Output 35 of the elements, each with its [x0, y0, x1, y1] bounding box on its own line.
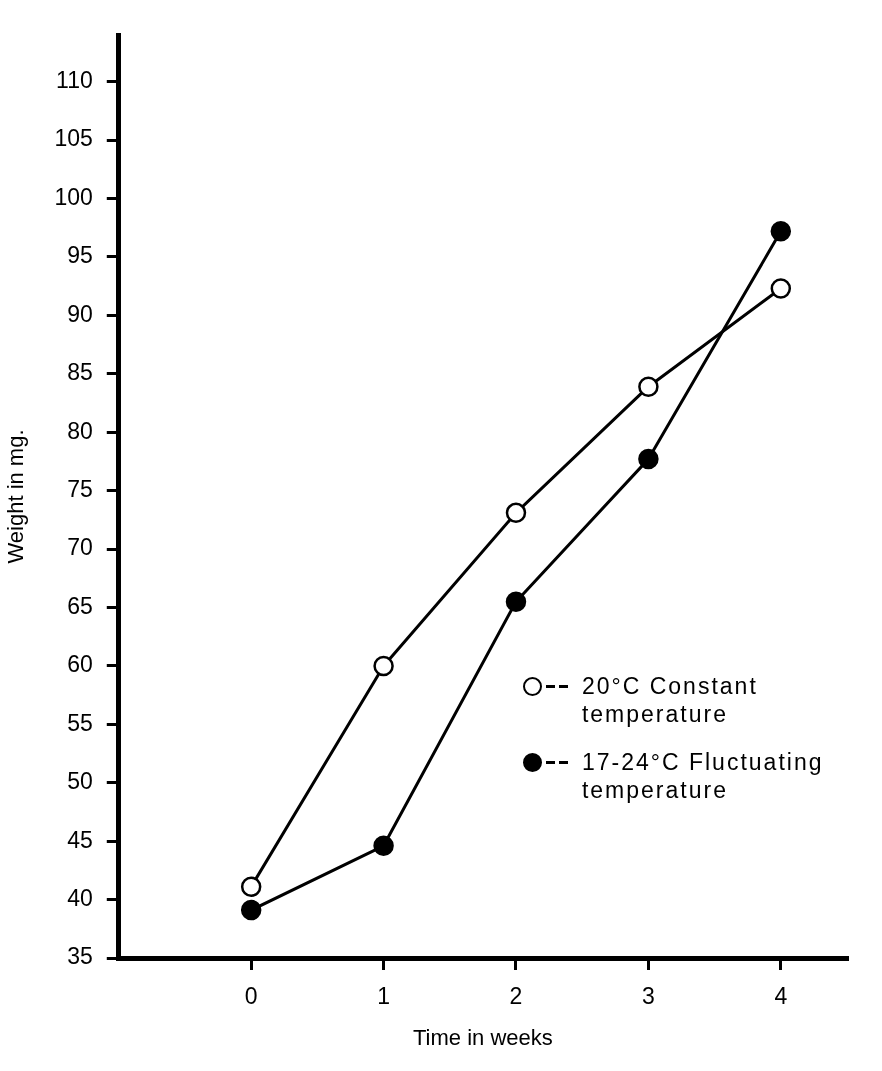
- legend-label: 17-24°C Fluctuating temperature: [581, 747, 825, 804]
- point: [240, 899, 262, 921]
- x-tick-label: 1: [377, 983, 390, 1010]
- y-tick-label: 50: [67, 768, 93, 795]
- x-tick-label: 0: [244, 983, 258, 1010]
- y-tick-label: 80: [67, 417, 93, 444]
- y-tick-label: 95: [67, 242, 93, 269]
- y-tick-label: 35: [67, 943, 93, 970]
- x-tick-label: 2: [509, 983, 523, 1010]
- point: [638, 376, 659, 397]
- point: [770, 278, 792, 299]
- y-tick-label: 70: [67, 534, 93, 561]
- point: [770, 221, 792, 242]
- y-tick-label: 65: [67, 592, 93, 619]
- y-tick-label: 90: [67, 300, 93, 327]
- y-axis-title: Weight in mg.: [3, 429, 29, 564]
- point: [240, 876, 262, 897]
- y-tick-label: 55: [67, 709, 93, 736]
- legend-label: 20°C Constant temperature: [581, 671, 759, 728]
- point: [373, 835, 394, 857]
- y-tick-label: 105: [54, 125, 93, 152]
- y-tick-label: 110: [56, 67, 93, 94]
- y-tick-label: 45: [67, 826, 93, 853]
- point: [638, 448, 659, 470]
- x-tick-label: 3: [641, 983, 655, 1010]
- point: [373, 655, 394, 677]
- y-tick-label: 60: [67, 651, 93, 678]
- y-tick-label: 100: [54, 183, 93, 210]
- x-axis-title: Time in weeks: [413, 1024, 553, 1050]
- y-tick-label: 75: [67, 476, 93, 502]
- y-tick-label: 40: [67, 884, 93, 911]
- point: [505, 502, 527, 524]
- point: [505, 591, 527, 612]
- x-tick-label: 4: [774, 983, 788, 1010]
- y-tick-label: 85: [67, 359, 93, 386]
